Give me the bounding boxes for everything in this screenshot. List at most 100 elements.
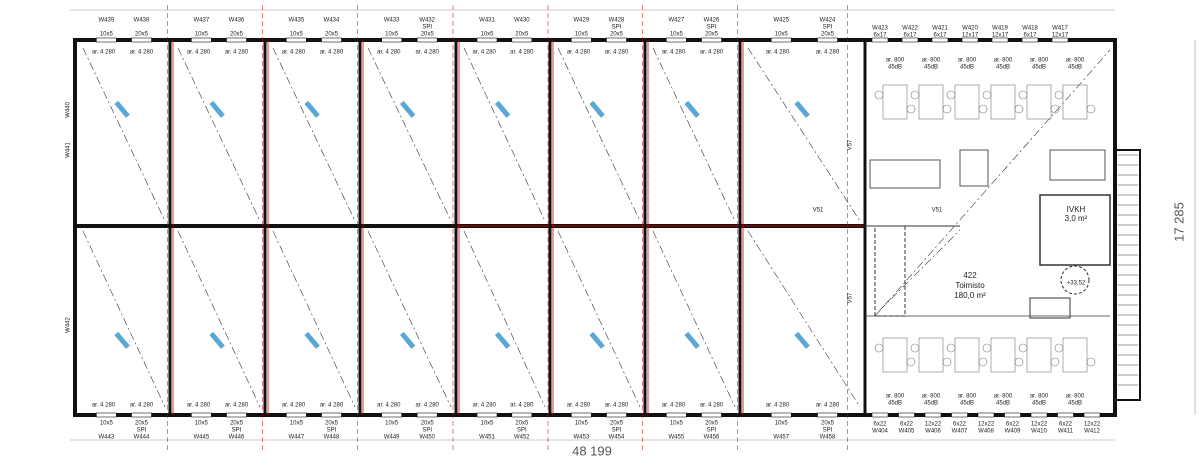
stairs xyxy=(1118,154,1138,386)
window-id: W434 xyxy=(324,18,340,24)
desk-db: 45dB xyxy=(924,65,938,71)
window-size: 10x5 xyxy=(775,32,789,38)
chair xyxy=(946,343,956,353)
desk-db: 45dB xyxy=(960,65,974,71)
window-id: W419 xyxy=(992,26,1008,32)
area-label: ar. 4 280 xyxy=(92,403,116,409)
desk xyxy=(882,84,908,120)
window-tag: SPI xyxy=(327,428,337,434)
desk-db: 45dB xyxy=(1032,65,1046,71)
window-size: 12x22 xyxy=(1031,422,1048,428)
desk-db: 45dB xyxy=(888,401,902,407)
service-room-name: IVKH xyxy=(1067,205,1086,214)
label-tag xyxy=(794,331,810,349)
area-label: ar. 4 280 xyxy=(225,403,249,409)
window xyxy=(817,412,838,418)
window-size: 10x5 xyxy=(385,32,399,38)
diagonal xyxy=(82,230,166,408)
window-tag: SPI xyxy=(232,428,242,434)
diagonal xyxy=(652,230,736,408)
window-id: W433 xyxy=(384,18,400,24)
window-tag: SPI xyxy=(707,428,717,434)
window xyxy=(1083,412,1101,418)
label-tag xyxy=(684,100,700,118)
window-size: 10x5 xyxy=(290,32,304,38)
chair xyxy=(946,90,956,100)
window-id: W421 xyxy=(932,26,948,32)
chair xyxy=(942,104,952,114)
desk-label: ar. 800 xyxy=(1066,58,1085,64)
window-size: 10x5 xyxy=(670,421,684,427)
desk xyxy=(918,337,944,373)
chair xyxy=(942,357,952,367)
window xyxy=(931,37,949,43)
area-label: ar. 4 280 xyxy=(567,50,591,56)
desk xyxy=(1026,337,1052,373)
window-size: 6x22 xyxy=(1059,422,1073,428)
desk-label: ar. 800 xyxy=(994,394,1013,400)
window xyxy=(321,412,342,418)
area-label: ar. 4 280 xyxy=(700,50,724,56)
window xyxy=(701,37,722,43)
desk-label: ar. 800 xyxy=(1030,58,1049,64)
desk xyxy=(918,84,944,120)
area-label: ar. 4 280 xyxy=(225,50,249,56)
area-label: ar. 4 280 xyxy=(282,50,306,56)
window-tag: SPI xyxy=(823,428,833,434)
window-id: W428 xyxy=(609,18,625,24)
window-size: 10x5 xyxy=(481,421,495,427)
area-label: ar. 4 280 xyxy=(816,403,840,409)
area-label: ar. 4 280 xyxy=(377,50,401,56)
window-size: 20x5 xyxy=(821,421,835,427)
window-id: W431 xyxy=(479,18,495,24)
label-tag xyxy=(684,331,700,349)
window-id: W457 xyxy=(773,435,789,441)
window-size: 6x22 xyxy=(873,422,887,428)
window-size: 12x17 xyxy=(992,33,1009,39)
window-id: W412 xyxy=(1084,429,1100,435)
window xyxy=(511,412,533,418)
area-label: ar. 4 280 xyxy=(605,50,629,56)
window-size: 20x5 xyxy=(135,32,149,38)
chair xyxy=(1018,90,1028,100)
window-id: W435 xyxy=(289,18,305,24)
chair xyxy=(1018,343,1028,353)
desk-label: ar. 800 xyxy=(886,394,905,400)
desk-db: 45dB xyxy=(960,401,974,407)
window xyxy=(131,412,152,418)
window-tag: SPI xyxy=(612,428,622,434)
window xyxy=(571,412,592,418)
window-id: W450 xyxy=(419,435,435,441)
window-id: W420 xyxy=(962,26,978,32)
window xyxy=(476,412,498,418)
desk xyxy=(1062,337,1088,373)
window-tag: SPI xyxy=(612,25,622,31)
level: +33,52 xyxy=(1067,281,1086,287)
window xyxy=(286,412,307,418)
label-tag xyxy=(399,100,416,118)
area-label: ar. 4 280 xyxy=(766,403,790,409)
window-id: W458 xyxy=(820,435,836,441)
label-tag xyxy=(209,100,225,118)
meeting-table xyxy=(869,159,941,189)
window-size: 10x5 xyxy=(775,421,789,427)
window xyxy=(286,37,307,43)
window-id: W430 xyxy=(514,18,530,24)
desk xyxy=(1062,84,1088,120)
window-size: 20x5 xyxy=(610,421,624,427)
desk-label: ar. 800 xyxy=(922,394,941,400)
window xyxy=(961,37,979,43)
window xyxy=(770,412,792,418)
area-label: ar. 4 280 xyxy=(187,403,211,409)
chair xyxy=(910,343,920,353)
diagonal xyxy=(463,230,546,408)
desk-db: 45dB xyxy=(1068,401,1082,407)
window xyxy=(1030,412,1048,418)
window-size: 6x17 xyxy=(903,33,917,39)
window-size: 20x5 xyxy=(421,421,435,427)
diagonal xyxy=(557,230,641,408)
window-id: W449 xyxy=(384,435,400,441)
window xyxy=(871,412,889,418)
window-size: 6x17 xyxy=(873,33,887,39)
